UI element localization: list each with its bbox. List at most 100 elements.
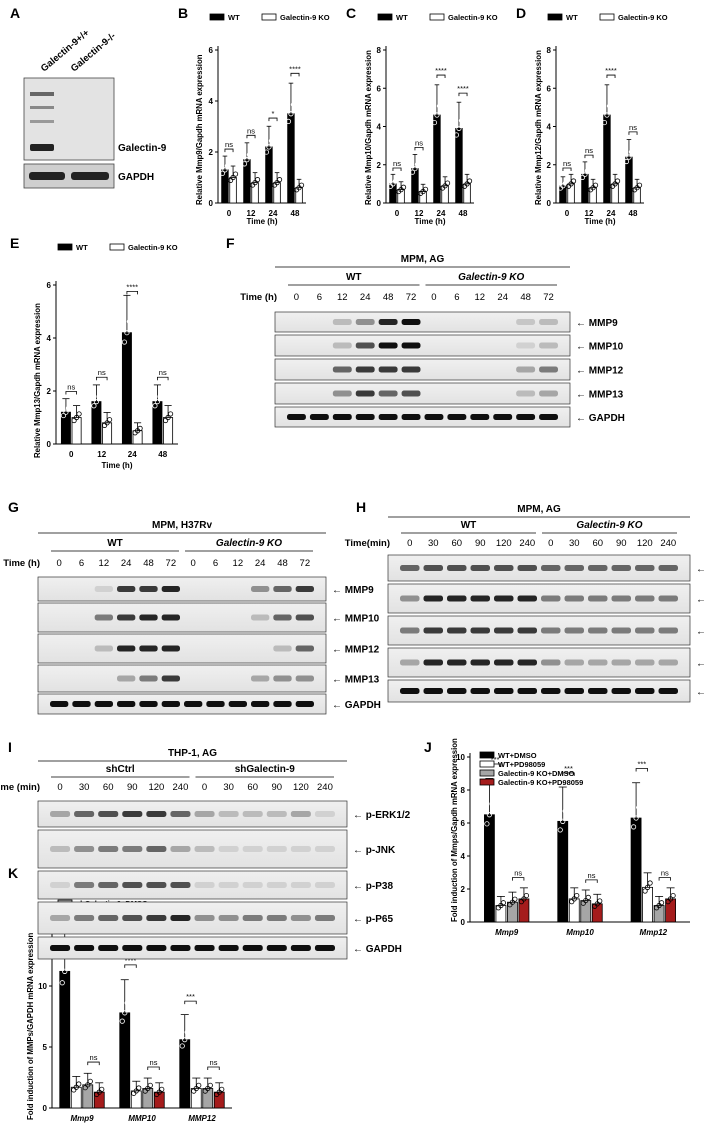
group-label: shCtrl bbox=[106, 764, 135, 775]
blot-strip bbox=[274, 358, 571, 381]
x-tick-label: 0 bbox=[395, 209, 400, 218]
time-point: 120 bbox=[637, 538, 653, 549]
x-tick-label: 12 bbox=[97, 450, 106, 459]
significance-bracket bbox=[96, 376, 108, 381]
band bbox=[290, 945, 311, 951]
band bbox=[251, 675, 270, 682]
time-point: 6 bbox=[454, 292, 459, 303]
band bbox=[74, 846, 95, 852]
x-tick-label: 24 bbox=[437, 209, 446, 218]
x-tick-label: 12 bbox=[585, 209, 594, 218]
y-tick-label: 0 bbox=[547, 199, 552, 208]
data-point bbox=[60, 412, 67, 419]
data-point bbox=[219, 170, 226, 176]
legend-swatch bbox=[599, 13, 615, 21]
band bbox=[266, 945, 287, 951]
panel-letter-d: D bbox=[516, 5, 526, 21]
ylabel-c: Relative Mmp10/Gapdh mRNA expression bbox=[364, 50, 373, 205]
band bbox=[635, 659, 655, 666]
data-point bbox=[207, 1082, 213, 1088]
data-point bbox=[458, 117, 465, 124]
x-tick-label: Mmp12 bbox=[640, 928, 668, 937]
band bbox=[611, 565, 631, 571]
band bbox=[564, 595, 584, 602]
band bbox=[98, 882, 119, 888]
band bbox=[122, 915, 143, 921]
y-tick-label: 6 bbox=[47, 281, 52, 290]
data-point bbox=[124, 330, 130, 336]
significance-label: **** bbox=[289, 64, 301, 73]
band bbox=[378, 366, 398, 373]
band bbox=[611, 688, 631, 694]
legend-label: Galectin-9 KO bbox=[280, 13, 330, 22]
data-point bbox=[635, 804, 642, 811]
band bbox=[117, 614, 136, 621]
data-point bbox=[268, 138, 275, 144]
data-point bbox=[167, 411, 174, 417]
data-point bbox=[409, 169, 416, 175]
band bbox=[139, 614, 158, 621]
band bbox=[517, 595, 537, 602]
significance-label: ns bbox=[210, 1058, 218, 1067]
band bbox=[228, 701, 247, 707]
data-point bbox=[414, 161, 421, 167]
legend-swatch bbox=[57, 243, 73, 251]
data-point bbox=[137, 425, 143, 431]
y-tick-label: 0 bbox=[377, 199, 382, 208]
blot-panel-g: MPM, H37Rv WT Galectin-9 KO Time (h) 0 6 12 24 4… bbox=[3, 520, 381, 715]
time-point: 72 bbox=[406, 292, 417, 303]
significance-bracket bbox=[87, 1061, 100, 1066]
data-point bbox=[630, 824, 637, 830]
data-point bbox=[104, 420, 110, 426]
band bbox=[161, 675, 180, 682]
band-label: ← p-P38 bbox=[353, 881, 393, 892]
bar bbox=[60, 411, 71, 445]
band bbox=[218, 811, 239, 817]
band bbox=[447, 688, 467, 694]
time-point: 6 bbox=[79, 558, 84, 569]
legend-label: Galectin-9 KO bbox=[618, 13, 668, 22]
band bbox=[50, 811, 71, 817]
band bbox=[139, 586, 158, 592]
band bbox=[122, 882, 143, 888]
y-tick-label: 10 bbox=[38, 982, 47, 991]
y-tick-label: 8 bbox=[377, 46, 382, 55]
band bbox=[447, 565, 467, 571]
data-point bbox=[636, 182, 643, 188]
group-label: shGalectin-9 bbox=[235, 764, 295, 775]
significance-bracket bbox=[290, 72, 300, 77]
significance-bracket bbox=[392, 167, 402, 172]
significance-label: **** bbox=[605, 66, 617, 75]
bar bbox=[221, 169, 229, 204]
data-point bbox=[65, 405, 72, 411]
band bbox=[539, 390, 558, 397]
band bbox=[146, 846, 167, 852]
legend-swatch bbox=[479, 769, 495, 777]
significance-label: *** bbox=[564, 764, 573, 773]
band bbox=[30, 144, 54, 151]
bar bbox=[630, 817, 642, 923]
band bbox=[401, 366, 421, 373]
data-point bbox=[434, 112, 440, 118]
time-point: 12 bbox=[475, 292, 486, 303]
band bbox=[290, 811, 311, 817]
data-point bbox=[85, 1082, 91, 1088]
data-point bbox=[71, 417, 77, 424]
x-tick-label: 12 bbox=[247, 209, 256, 218]
band bbox=[94, 614, 113, 621]
band bbox=[423, 659, 443, 666]
blot-strip bbox=[37, 936, 348, 960]
data-point bbox=[241, 161, 248, 167]
data-point bbox=[392, 178, 399, 184]
data-point bbox=[486, 812, 493, 818]
data-point bbox=[584, 167, 591, 174]
data-point bbox=[604, 112, 610, 118]
blot-strip bbox=[274, 382, 571, 405]
band-label: ← p-JNK bbox=[353, 845, 396, 856]
y-tick-label: 2 bbox=[209, 148, 214, 157]
data-point bbox=[560, 818, 566, 824]
group-label: WT bbox=[461, 520, 477, 531]
band bbox=[146, 882, 167, 888]
data-point bbox=[76, 1081, 82, 1087]
data-point bbox=[642, 888, 648, 894]
